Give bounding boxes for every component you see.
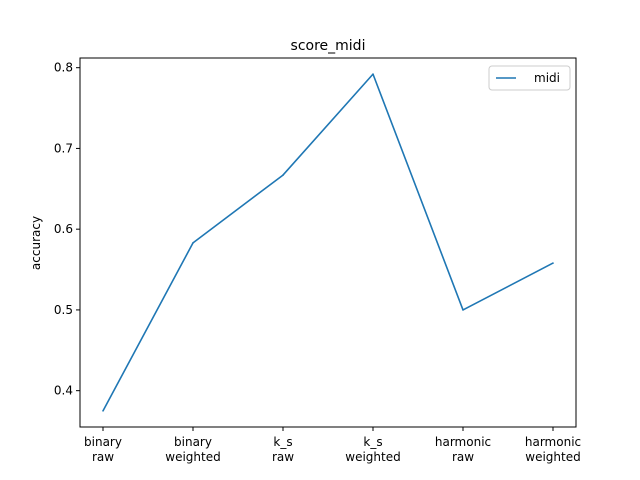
plot-area: 0.4 0.5 0.6 0.7 0.8 binary raw binary weighted k_… xyxy=(54,57,581,464)
data-point xyxy=(552,262,554,264)
x-tick-label: binary weighted xyxy=(165,435,220,464)
legend-box xyxy=(488,65,571,91)
data-point xyxy=(462,309,464,311)
legend-label: midi xyxy=(534,71,560,85)
y-tick-label: 0.5 xyxy=(54,303,73,317)
y-axis-label: accuracy xyxy=(29,216,43,270)
x-tick-label: binary raw xyxy=(84,435,122,464)
data-point xyxy=(282,174,284,176)
x-tick-label: k_s weighted xyxy=(345,435,400,464)
x-tick-label: k_s raw xyxy=(272,435,294,464)
chart-title: score_midi xyxy=(291,38,366,54)
axes-frame xyxy=(79,57,577,428)
data-point xyxy=(102,410,104,412)
data-point xyxy=(372,73,374,75)
x-tick-label: harmonic raw xyxy=(435,435,491,464)
y-tick-label: 0.6 xyxy=(54,222,73,236)
x-tick-label: harmonic weighted xyxy=(525,435,581,464)
data-point xyxy=(192,242,194,244)
y-tick-label: 0.4 xyxy=(54,384,73,398)
series-line-midi xyxy=(102,73,554,412)
y-tick-label: 0.8 xyxy=(54,61,73,75)
y-tick-label: 0.7 xyxy=(54,141,73,155)
